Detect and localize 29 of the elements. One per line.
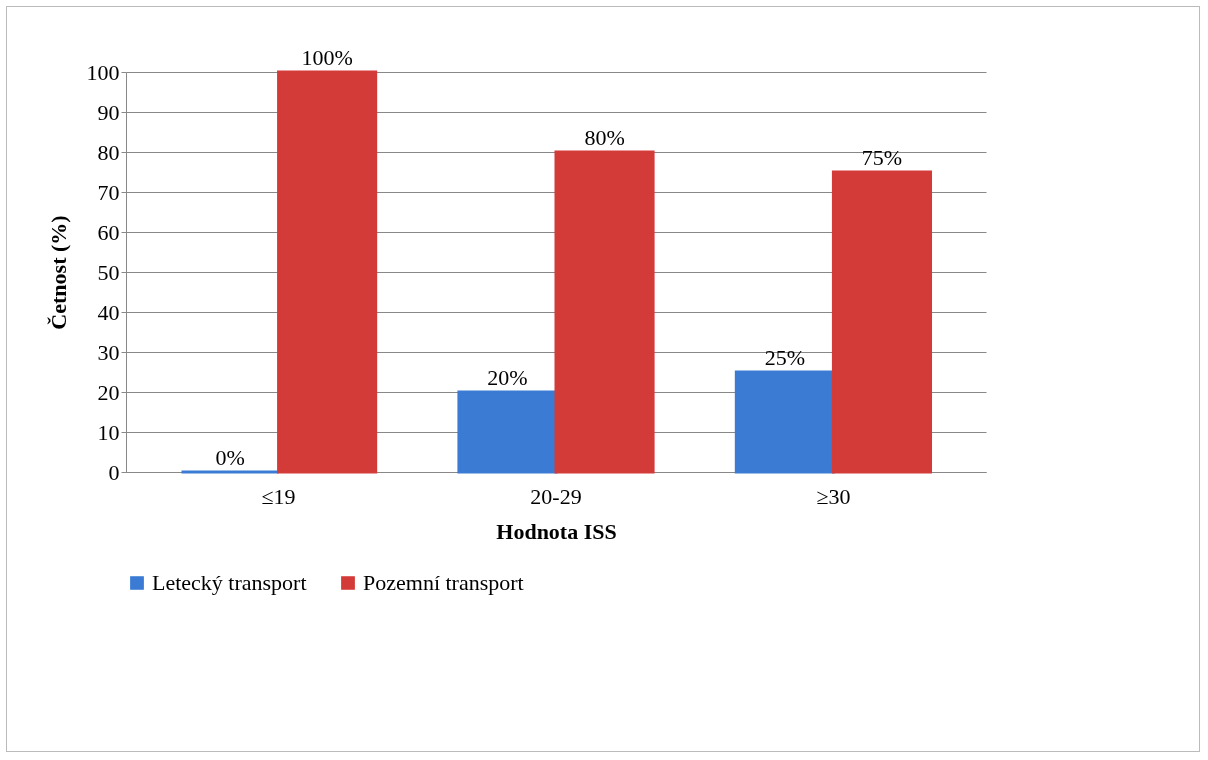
y-tick-label: 10 <box>97 419 120 445</box>
bar <box>831 170 933 474</box>
data-label: 25% <box>764 345 806 370</box>
bar <box>734 370 835 474</box>
y-tick-label: 40 <box>97 299 120 325</box>
legend-label: Pozemní transport <box>363 570 524 595</box>
y-tick-label: 100 <box>86 59 120 85</box>
x-axis-title: Hodnota ISS <box>496 518 617 544</box>
y-tick-label: 60 <box>97 219 120 245</box>
x-tick-label: ≤19 <box>261 483 296 509</box>
x-tick-label: 20-29 <box>530 483 582 509</box>
bar <box>457 390 558 474</box>
legend-label: Letecký transport <box>152 570 307 595</box>
bar <box>277 70 378 474</box>
data-label: 75% <box>861 145 903 170</box>
x-tick-label: ≥30 <box>816 483 851 509</box>
y-axis-title: Četnost (%) <box>45 215 71 330</box>
data-label: 80% <box>584 125 625 150</box>
y-tick-label: 90 <box>97 99 120 125</box>
bar <box>554 150 655 474</box>
y-tick-label: 30 <box>97 339 120 365</box>
y-tick-label: 0 <box>108 459 120 485</box>
data-label: 100% <box>301 45 353 70</box>
data-label: 0% <box>215 445 245 470</box>
y-tick-label: 20 <box>97 379 120 405</box>
data-label: 20% <box>487 365 528 390</box>
y-tick-label: 50 <box>97 259 120 285</box>
y-tick-label: 80 <box>97 139 120 165</box>
y-tick-label: 70 <box>97 179 120 205</box>
